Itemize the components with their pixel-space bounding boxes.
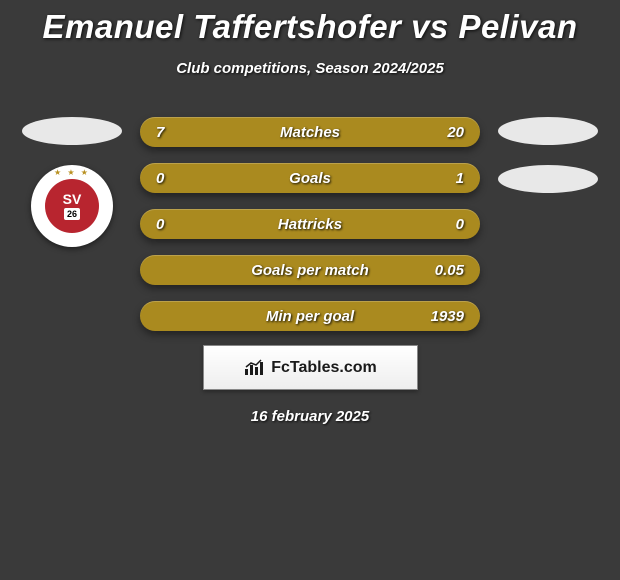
- badge-number: 26: [64, 208, 80, 220]
- comparison-infographic: Emanuel Taffertshofer vs Pelivan Club co…: [0, 0, 620, 425]
- branding-box[interactable]: FcTables.com: [203, 345, 418, 390]
- badge-text: SV: [63, 192, 82, 206]
- player-photo-placeholder-right: [498, 117, 598, 145]
- stat-bar-matches: 7 Matches 20: [140, 117, 480, 147]
- stat-right-value: 0: [424, 216, 464, 233]
- stats-bars: 7 Matches 20 0 Goals 1 0 Hattricks 0 Goa…: [140, 117, 480, 331]
- stat-right-value: 1: [424, 170, 464, 187]
- subtitle: Club competitions, Season 2024/2025: [0, 60, 620, 77]
- stat-bar-goals-per-match: Goals per match 0.05: [140, 255, 480, 285]
- stat-bar-hattricks: 0 Hattricks 0: [140, 209, 480, 239]
- stat-right-value: 0.05: [424, 262, 464, 279]
- player-photo-placeholder-left: [22, 117, 122, 145]
- badge-inner: SV 26: [45, 179, 99, 233]
- main-row: ★ ★ ★ SV 26 7 Matches 20 0 Goals 1 0 Hat…: [0, 117, 620, 331]
- branding-label: FcTables.com: [271, 359, 377, 377]
- date-line: 16 february 2025: [0, 408, 620, 425]
- stat-bar-goals: 0 Goals 1: [140, 163, 480, 193]
- club-badge-placeholder-right: [498, 165, 598, 193]
- chart-icon: [243, 359, 265, 377]
- badge-stars-icon: ★ ★ ★: [31, 168, 113, 177]
- stat-bar-min-per-goal: Min per goal 1939: [140, 301, 480, 331]
- left-column: ★ ★ ★ SV 26: [22, 117, 122, 247]
- right-column: [498, 117, 598, 213]
- club-badge-left: ★ ★ ★ SV 26: [31, 165, 113, 247]
- stat-right-value: 20: [424, 124, 464, 141]
- page-title: Emanuel Taffertshofer vs Pelivan: [0, 8, 620, 46]
- stat-right-value: 1939: [424, 308, 464, 325]
